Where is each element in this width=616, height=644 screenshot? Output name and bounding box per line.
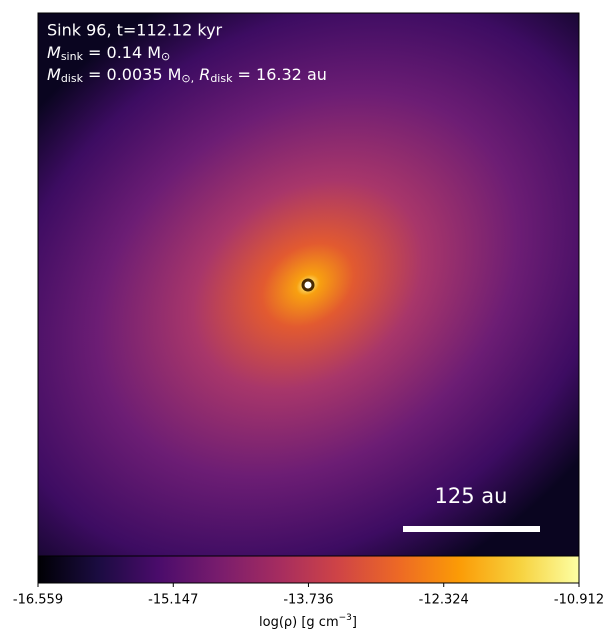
colorbar-tick-label: -10.912: [554, 593, 604, 608]
colorbar-label: log(ρ) [g cm−3]: [259, 613, 357, 630]
text: log(ρ) [g cm: [259, 615, 339, 630]
scale-bar-label: 125 au: [435, 484, 508, 508]
annotation: Mdisk = 0.0035 M⊙, Rdisk = 16.32 au: [47, 65, 327, 86]
symbol: M: [47, 65, 61, 84]
colorbar-tick-label: -16.559: [13, 593, 63, 608]
colorbar-tick-label: -13.736: [283, 593, 333, 608]
symbol: M: [47, 43, 61, 62]
subscript: sink: [61, 50, 84, 63]
unit: ⊙,: [181, 72, 194, 85]
annotation: Msink = 0.14 M⊙: [47, 43, 170, 64]
text: = 16.32 au: [232, 65, 326, 84]
annotation: Sink 96, t=112.12 kyr: [47, 21, 223, 40]
colorbar-tick-label: -15.147: [148, 593, 198, 608]
superscript: −3: [339, 613, 352, 623]
symbol: R: [194, 65, 210, 84]
text: = 0.0035 M: [83, 65, 181, 84]
colorbar: [37, 555, 580, 584]
subscript: disk: [210, 72, 233, 85]
unit: ⊙: [161, 50, 170, 63]
subscript: disk: [61, 72, 84, 85]
sink-marker: [301, 278, 315, 292]
colorbar-tick-label: -12.324: [419, 593, 469, 608]
text: = 0.14 M: [83, 43, 161, 62]
text: ]: [352, 615, 357, 630]
